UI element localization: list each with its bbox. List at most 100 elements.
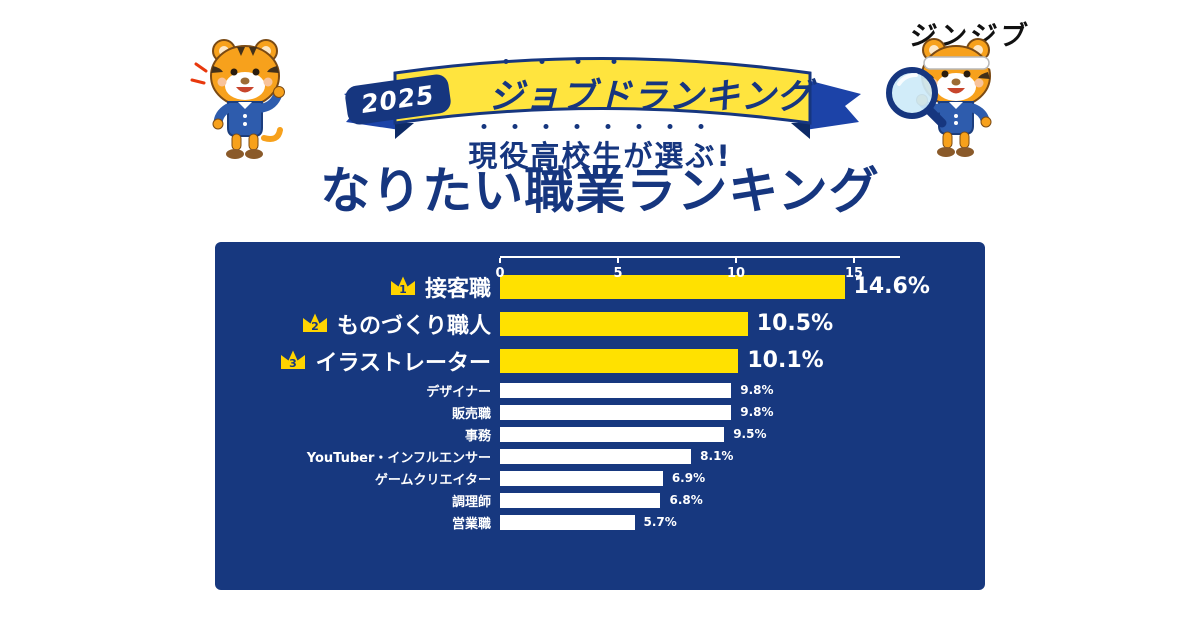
category-label: 事務 [464, 428, 491, 444]
bar [500, 514, 635, 530]
row-label-cell: 営業職 [215, 513, 500, 532]
bar [500, 274, 845, 299]
chart-row: 販売職 9.8% [215, 401, 985, 423]
x-axis-tick-label: 0 [495, 266, 505, 281]
banner-ribbon: ジョブドランキング 2025 [330, 38, 875, 156]
bar-cell: 8.1% [500, 448, 985, 464]
char: 生 [592, 133, 623, 175]
char: ド [596, 68, 632, 119]
bar [500, 404, 732, 420]
chart-rows: 1 接客職 14.6% 2 ものづくり職人 10.5% 3 イラストレーター 10.1% デザイナ… [215, 268, 985, 533]
value-label: 6.8% [669, 493, 703, 507]
char: ぶ [685, 133, 716, 175]
char: ジ [488, 68, 524, 119]
svg-text:1: 1 [399, 283, 407, 296]
x-axis-line [500, 256, 900, 258]
chart-row: 調理師 6.8% [215, 489, 985, 511]
row-label-cell: 事務 [215, 425, 500, 444]
category-label: 接客職 [424, 276, 491, 302]
bar-cell: 5.7% [500, 514, 985, 530]
category-label: ものづくり職人 [336, 313, 491, 339]
bar [500, 348, 739, 373]
category-label: イラストレーター [315, 350, 491, 376]
value-label: 9.5% [733, 427, 767, 441]
tiger-mascot-right [886, 38, 1014, 157]
char: ン [668, 77, 705, 117]
value-label: 6.9% [671, 471, 706, 485]
bar-cell: 9.8% [500, 382, 985, 398]
value-label: 9.8% [740, 383, 774, 397]
value-label: 14.6% [853, 274, 930, 299]
svg-text:2: 2 [311, 320, 319, 333]
chart-row: ゲームクリエイター 6.9% [215, 467, 985, 489]
row-label-cell: デザイナー [215, 381, 500, 400]
category-label: ゲームクリエイター [374, 472, 491, 488]
bar [500, 426, 725, 442]
bar-cell: 10.1% [500, 348, 985, 373]
chart-row: 営業職 5.7% [215, 511, 985, 533]
chart-row: 1 接客職 14.6% [215, 268, 985, 305]
char: キ [704, 77, 741, 117]
char: 校 [561, 133, 592, 175]
x-axis-tick-label: 5 [613, 266, 623, 281]
bar [500, 382, 732, 398]
value-label: 5.7% [643, 515, 677, 529]
char: グ [776, 77, 813, 117]
char: が [623, 133, 654, 175]
x-axis: 0 5 10 15 [495, 256, 985, 296]
char: 選 [654, 133, 685, 175]
headband-icon [923, 49, 1014, 80]
x-axis-tick-label: 15 [844, 266, 864, 281]
char: ブ [560, 68, 596, 119]
x-axis-tick-mark [617, 258, 619, 263]
char: 役 [499, 133, 530, 175]
char: ! [716, 139, 732, 173]
row-label-cell: 調理師 [215, 491, 500, 510]
svg-text:3: 3 [290, 357, 298, 370]
char: ラ [632, 77, 669, 117]
category-label: デザイナー [426, 384, 491, 400]
bar [500, 492, 661, 508]
char: 現 [468, 133, 499, 175]
chart-row: 事務 9.5% [215, 423, 985, 445]
chart-row: 2 ものづくり職人 10.5% [215, 305, 985, 342]
tiger-mascot-left [190, 39, 285, 159]
category-label: 販売職 [451, 406, 491, 422]
bar-cell: 6.9% [500, 470, 985, 486]
char: 高 [530, 133, 561, 175]
bar [500, 448, 692, 464]
crown-rank-icon: 3 [281, 350, 306, 370]
row-label-cell: YouTuber・インフルエンサー [215, 447, 500, 466]
crown-rank-icon: 1 [390, 276, 415, 296]
bar [500, 311, 748, 336]
subtitle: 現役高校生が選ぶ! [0, 133, 1200, 175]
ranking-chart-panel: 1 接客職 14.6% 2 ものづくり職人 10.5% 3 イラストレーター 10.1% デザイナ… [215, 242, 985, 590]
x-axis-tick-mark [499, 258, 501, 263]
chart-row: デザイナー 9.8% [215, 379, 985, 401]
x-axis-tick-mark [735, 258, 737, 263]
ribbon-title: ジョブドランキング [438, 68, 863, 119]
category-label: 調理師 [451, 494, 491, 510]
value-label: 8.1% [700, 449, 734, 463]
row-label-cell: 販売職 [215, 403, 500, 422]
category-label: 営業職 [451, 516, 491, 532]
bar-cell: 9.8% [500, 404, 985, 420]
bar-cell: 14.6% [500, 274, 985, 299]
bar-cell: 10.5% [500, 311, 985, 336]
row-label-cell: 2 ものづくり職人 [215, 308, 500, 340]
category-label: YouTuber・インフルエンサー [306, 450, 491, 466]
char: ン [740, 77, 777, 117]
row-label-cell: ゲームクリエイター [215, 469, 500, 488]
chart-row: 3 イラストレーター 10.1% [215, 342, 985, 379]
magnifying-glass-icon [886, 67, 947, 128]
row-label-cell: 1 接客職 [215, 271, 500, 303]
bar-cell: 6.8% [500, 492, 985, 508]
bar-cell: 9.5% [500, 426, 985, 442]
speed-lines-icon [190, 62, 208, 85]
value-label: 10.1% [747, 348, 824, 373]
value-label: 9.8% [740, 405, 774, 419]
row-label-cell: 3 イラストレーター [215, 345, 500, 377]
char: ョ [524, 68, 560, 119]
x-axis-tick-mark [853, 258, 855, 263]
